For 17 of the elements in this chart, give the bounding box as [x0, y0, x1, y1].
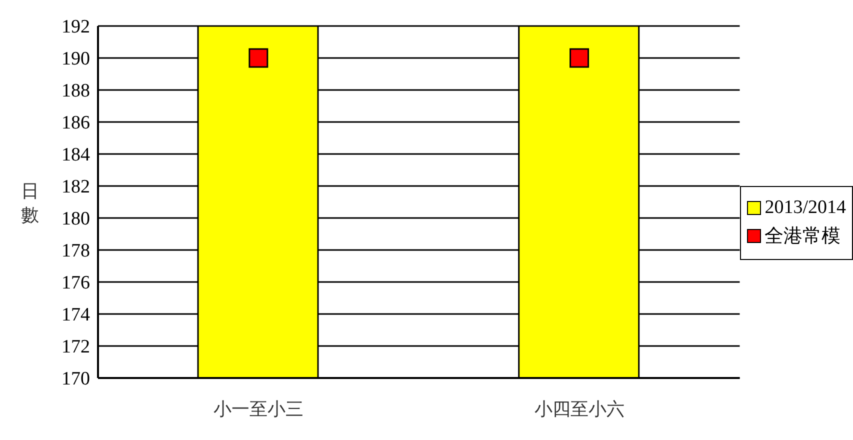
y-tick-label: 172 [62, 336, 90, 358]
y-tick-label: 178 [62, 240, 90, 262]
y-axis-title: 日數 [21, 181, 39, 226]
legend-label: 全港常模 [764, 225, 841, 249]
y-tick-label: 188 [62, 80, 90, 102]
y-tick-label: 182 [62, 176, 90, 198]
y-tick-label: 186 [62, 112, 90, 134]
x-tick-label: 小四至小六 [534, 398, 624, 420]
y-tick-label: 190 [62, 48, 90, 70]
y-tick-label: 192 [62, 16, 90, 38]
y-tick-label: 174 [62, 304, 90, 326]
y-tick-label: 176 [62, 272, 90, 294]
y-tick-label: 184 [62, 144, 90, 166]
legend-label: 2013/2014 [764, 197, 846, 219]
x-tick-label: 小一至小三 [213, 398, 304, 420]
y-tick-label: 180 [62, 208, 90, 230]
y-tick-label: 170 [62, 368, 90, 390]
